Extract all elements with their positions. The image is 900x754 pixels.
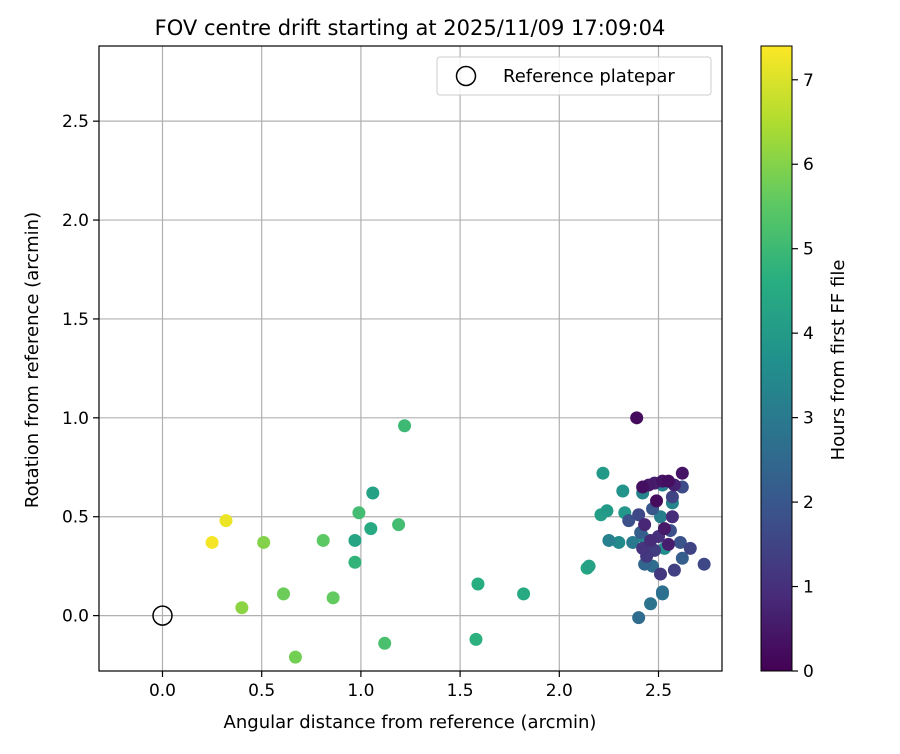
data-point [653,567,667,581]
y-tick-label: 2.0 [62,211,89,231]
legend-box [436,56,712,96]
data-point [673,535,687,549]
y-axis-label: Rotation from reference (arcmin) [22,212,43,508]
y-tick-label: 2.5 [62,112,89,132]
legend: Reference platepar [436,56,712,96]
x-axis-label: Angular distance from reference (arcmin) [224,712,597,733]
x-tick-label: 2.0 [546,681,573,701]
data-point [683,541,697,555]
data-points [205,411,711,664]
y-tick-label: 0.0 [62,607,89,627]
data-point [471,577,485,591]
data-point [632,611,646,625]
data-point [632,508,646,522]
colorbar-tick-label: 4 [803,324,814,344]
data-point [352,506,366,520]
x-tick-label: 0.0 [149,681,176,701]
colorbar-tick-label: 6 [803,155,814,175]
grid [99,46,722,671]
colorbar-tick-label: 1 [803,578,814,598]
data-point [316,533,330,547]
data-point [364,522,378,536]
data-point [636,541,650,555]
data-point [657,522,671,536]
data-point [650,494,664,508]
data-point [517,587,531,601]
data-point [675,466,689,480]
x-axis-ticks: 0.0 0.5 1.0 1.5 2.0 2.5 [149,671,672,701]
data-point [398,419,412,433]
data-point [326,591,340,605]
data-point [582,559,596,573]
data-point [626,535,640,549]
data-point [616,484,630,498]
y-axis-ticks: 0.0 0.5 1.0 1.5 2.0 2.5 [62,112,99,627]
data-point [600,504,614,518]
data-point [667,563,681,577]
data-point [661,537,675,551]
data-point [257,535,271,549]
data-point [661,474,675,488]
data-point [612,535,626,549]
x-tick-label: 0.5 [248,681,275,701]
data-point [392,518,406,532]
data-point [348,555,362,569]
y-tick-label: 0.5 [62,508,89,528]
colorbar-gradient [760,45,793,672]
data-point [644,533,658,547]
data-point [697,557,711,571]
data-point [665,490,679,504]
data-point [277,587,291,601]
x-tick-label: 2.5 [645,681,672,701]
data-point [288,650,302,664]
y-tick-label: 1.0 [62,409,89,429]
data-point [366,486,380,500]
data-point [638,518,652,532]
data-point [655,585,669,599]
chart-title: FOV centre drift starting at 2025/11/09 … [155,16,666,40]
colorbar-tick-label: 7 [803,71,814,91]
colorbar-tick-label: 5 [803,240,814,260]
y-tick-label: 1.5 [62,310,89,330]
colorbar-label: Hours from first FF file [828,260,849,461]
reference-marker-group [152,605,173,626]
colorbar-ticks: 0 1 2 3 4 5 6 7 [792,71,814,682]
reference-platepar-marker [152,605,173,626]
data-point [630,411,644,425]
data-point [622,514,636,528]
x-tick-label: 1.5 [447,681,474,701]
data-point [219,514,233,528]
data-point [235,601,249,615]
data-point [602,533,616,547]
legend-label: Reference platepar [503,66,675,87]
colorbar: 0 1 2 3 4 5 6 7 Hours from first FF file [760,45,849,682]
colorbar-tick-label: 3 [803,409,814,429]
data-point [636,480,650,494]
data-point [596,466,610,480]
plot-frame [98,45,723,672]
data-point [665,510,679,524]
data-point [644,597,658,611]
x-tick-label: 1.0 [347,681,374,701]
data-point [348,533,362,547]
colorbar-tick-label: 2 [803,493,814,513]
data-point [653,510,667,524]
legend-reference-marker [455,65,477,87]
data-point [469,632,483,646]
colorbar-tick-label: 0 [803,662,814,682]
data-point [378,636,392,650]
data-point [675,551,689,565]
data-point [205,535,219,549]
